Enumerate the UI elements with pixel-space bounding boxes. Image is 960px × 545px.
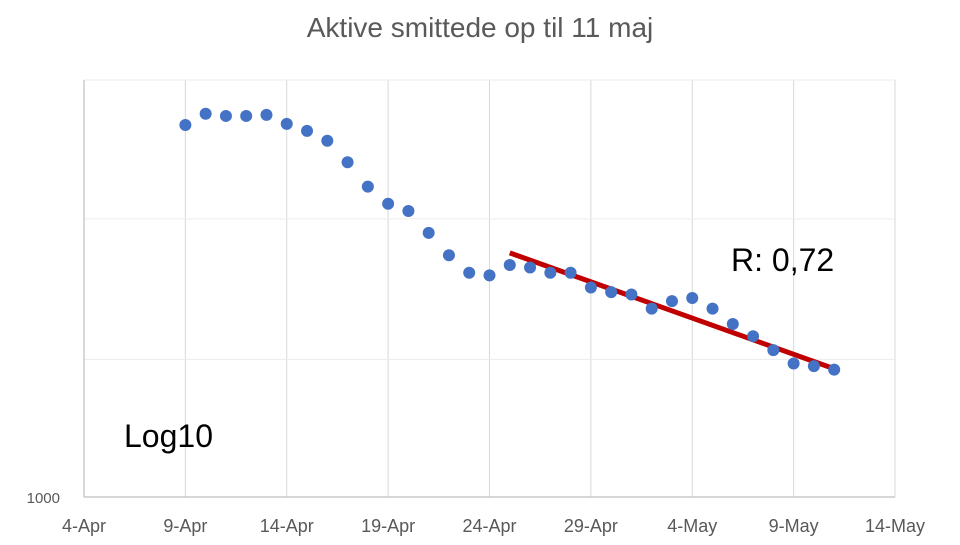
data-point bbox=[787, 357, 800, 370]
data-point bbox=[706, 302, 719, 315]
data-point bbox=[361, 180, 374, 193]
data-point bbox=[402, 205, 415, 218]
data-point bbox=[645, 302, 658, 315]
data-point bbox=[544, 266, 557, 279]
data-point bbox=[828, 363, 841, 376]
data-point bbox=[219, 109, 232, 122]
data-point bbox=[726, 317, 739, 330]
data-points bbox=[179, 107, 841, 376]
x-tick-label: 14-May bbox=[865, 516, 925, 536]
x-tick-label: 4-Apr bbox=[62, 516, 106, 536]
data-point bbox=[747, 330, 760, 343]
data-point bbox=[503, 259, 516, 272]
x-tick-label: 29-Apr bbox=[564, 516, 618, 536]
axes: 4-Apr 9-Apr 14-Apr 19-Apr 24-Apr 29-Apr 4-May 9… bbox=[27, 80, 925, 536]
chart-title: Aktive smittede op til 11 maj bbox=[307, 12, 654, 43]
data-point bbox=[260, 108, 273, 121]
x-tick-label: 9-May bbox=[769, 516, 819, 536]
data-point bbox=[665, 295, 678, 308]
x-tick-label: 4-May bbox=[667, 516, 717, 536]
x-tick-label: 14-Apr bbox=[260, 516, 314, 536]
data-point bbox=[382, 197, 395, 210]
data-point bbox=[301, 124, 314, 137]
data-point bbox=[605, 286, 618, 299]
annotations: Log10 R: 0,72 bbox=[124, 242, 834, 454]
data-point bbox=[442, 249, 455, 262]
data-point bbox=[422, 226, 435, 239]
data-point bbox=[463, 266, 476, 279]
data-point bbox=[179, 118, 192, 131]
data-point bbox=[564, 266, 577, 279]
trendline bbox=[508, 250, 836, 372]
data-point bbox=[524, 261, 537, 274]
data-point bbox=[625, 288, 638, 301]
data-point bbox=[199, 107, 212, 120]
data-point bbox=[240, 109, 253, 122]
data-point bbox=[483, 269, 496, 282]
x-tick-label: 19-Apr bbox=[361, 516, 415, 536]
trendline-layer bbox=[508, 250, 836, 372]
data-point bbox=[767, 344, 780, 357]
data-point bbox=[280, 117, 293, 130]
x-tick-label: 24-Apr bbox=[462, 516, 516, 536]
r-value-annotation: R: 0,72 bbox=[731, 242, 834, 278]
data-point bbox=[686, 292, 699, 305]
x-tick-label: 9-Apr bbox=[163, 516, 207, 536]
data-point bbox=[341, 156, 354, 169]
y-tick-label: 1000 bbox=[27, 490, 60, 507]
data-point bbox=[321, 134, 334, 147]
log-scale-note: Log10 bbox=[124, 418, 213, 454]
data-point bbox=[584, 281, 597, 294]
data-point bbox=[807, 360, 820, 373]
